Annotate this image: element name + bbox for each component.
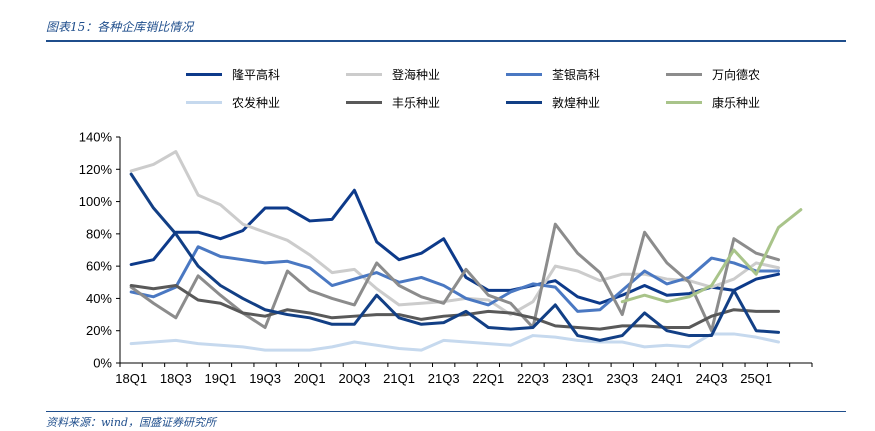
source-rule bbox=[46, 411, 846, 412]
series-line bbox=[129, 188, 781, 305]
x-tick-label: 22Q1 bbox=[472, 371, 504, 386]
x-tick-label: 24Q3 bbox=[696, 371, 728, 386]
y-tick-label: 60% bbox=[86, 259, 112, 274]
y-tick-label: 40% bbox=[86, 291, 112, 306]
x-tick-label: 22Q3 bbox=[517, 371, 549, 386]
figure-title: 图表15：各种企库销比情况 bbox=[46, 20, 194, 34]
y-tick-label: 140% bbox=[79, 130, 113, 145]
y-tick-label: 80% bbox=[86, 226, 112, 241]
series-line bbox=[129, 332, 781, 352]
x-tick-label: 18Q1 bbox=[115, 371, 147, 386]
series-line bbox=[620, 208, 803, 304]
x-tick-label: 20Q1 bbox=[294, 371, 326, 386]
x-tick-label: 25Q1 bbox=[740, 371, 772, 386]
y-tick-label: 120% bbox=[79, 162, 113, 177]
y-tick-label: 100% bbox=[79, 194, 113, 209]
series-line bbox=[129, 245, 781, 313]
x-tick-label: 23Q3 bbox=[606, 371, 638, 386]
x-tick-label: 19Q1 bbox=[205, 371, 237, 386]
y-tick-label: 0% bbox=[93, 356, 112, 371]
x-tick-label: 21Q1 bbox=[383, 371, 415, 386]
x-tick-label: 18Q3 bbox=[160, 371, 192, 386]
y-tick-label: 20% bbox=[86, 323, 112, 338]
x-tick-label: 19Q3 bbox=[249, 371, 281, 386]
series-line bbox=[129, 172, 781, 342]
source-note: 资料来源：wind，国盛证券研究所 bbox=[46, 416, 217, 429]
x-tick-label: 23Q1 bbox=[562, 371, 594, 386]
title-rule bbox=[46, 40, 846, 42]
series-line bbox=[129, 150, 781, 317]
x-tick-label: 21Q3 bbox=[428, 371, 460, 386]
x-tick-label: 24Q1 bbox=[651, 371, 683, 386]
x-tick-label: 20Q3 bbox=[338, 371, 370, 386]
